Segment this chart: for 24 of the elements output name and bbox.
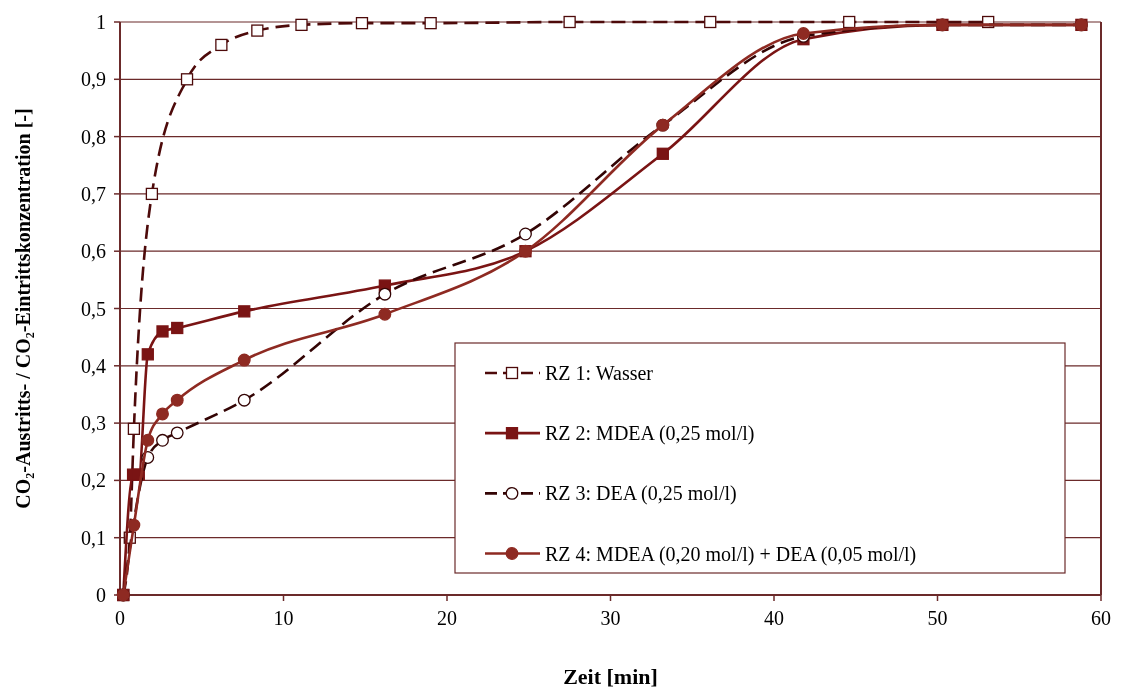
y-tick-label: 0,7 — [81, 182, 106, 205]
y-tick-label: 0 — [96, 584, 106, 606]
x-tick-label: 30 — [600, 607, 621, 629]
legend-label: RZ 2: MDEA (0,25 mol/l) — [545, 422, 755, 446]
y-tick-label: 0,8 — [81, 125, 106, 148]
x-tick-label: 40 — [764, 607, 784, 629]
x-tick-label: 20 — [437, 607, 457, 629]
legend-label: RZ 3: DEA (0,25 mol/l) — [545, 482, 737, 506]
x-tick-label: 0 — [115, 607, 125, 629]
x-tick-label: 60 — [1091, 607, 1111, 629]
x-tick-label: 10 — [273, 607, 294, 629]
y-tick-label: 0,1 — [81, 526, 106, 549]
x-axis-title: Zeit [min] — [563, 664, 658, 689]
y-tick-label: 0,5 — [81, 297, 106, 320]
legend-label: RZ 1: Wasser — [545, 362, 654, 384]
y-axis-title: CO₂-Austritts- / CO₂-Eintrittskonzentration [-] — [12, 108, 34, 509]
x-tick-label: 50 — [927, 607, 948, 629]
legend-label: RZ 4: MDEA (0,20 mol/l) + DEA (0,05 mol/l) — [545, 542, 917, 566]
y-tick-label: 0,2 — [81, 469, 106, 492]
y-tick-label: 0,3 — [81, 412, 106, 435]
y-tick-label: 0,4 — [81, 354, 106, 377]
y-tick-label: 1 — [96, 11, 106, 33]
y-tick-label: 0,6 — [81, 240, 106, 263]
y-tick-label: 0,9 — [81, 68, 106, 91]
